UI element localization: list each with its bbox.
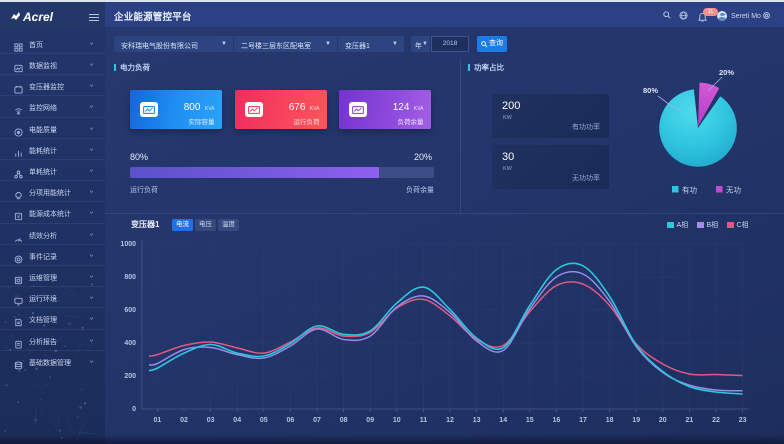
svg-text:06: 06 — [287, 417, 295, 424]
svg-text:80%: 80% — [643, 86, 658, 95]
svg-text:05: 05 — [260, 417, 268, 424]
svg-text:有功: 有功 — [682, 185, 697, 195]
svg-text:800: 800 — [124, 274, 136, 281]
svg-text:01: 01 — [154, 417, 162, 424]
svg-text:17: 17 — [579, 417, 587, 424]
svg-text:19: 19 — [632, 417, 640, 424]
svg-text:13: 13 — [473, 417, 481, 424]
svg-text:600: 600 — [124, 307, 136, 314]
svg-text:11: 11 — [420, 417, 428, 424]
svg-text:无功: 无功 — [726, 185, 741, 195]
svg-text:15: 15 — [526, 417, 534, 424]
svg-text:1000: 1000 — [120, 241, 136, 248]
svg-text:200: 200 — [124, 373, 136, 380]
svg-text:12: 12 — [446, 417, 454, 424]
svg-text:20: 20 — [659, 417, 667, 424]
svg-text:08: 08 — [340, 417, 348, 424]
svg-text:18: 18 — [606, 417, 614, 424]
svg-text:07: 07 — [313, 417, 321, 424]
svg-text:400: 400 — [124, 340, 136, 347]
svg-text:16: 16 — [553, 417, 561, 424]
svg-text:22: 22 — [712, 417, 720, 424]
svg-text:10: 10 — [393, 417, 401, 424]
svg-text:21: 21 — [686, 417, 694, 424]
svg-text:20%: 20% — [719, 68, 734, 77]
svg-text:04: 04 — [233, 417, 241, 424]
svg-text:Acrel: Acrel — [22, 10, 54, 23]
svg-text:09: 09 — [366, 417, 374, 424]
svg-text:03: 03 — [207, 417, 215, 424]
svg-text:0: 0 — [132, 406, 136, 413]
svg-text:02: 02 — [180, 417, 188, 424]
svg-text:23: 23 — [739, 417, 747, 424]
svg-text:14: 14 — [499, 417, 507, 424]
svg-text:¥: ¥ — [17, 215, 20, 221]
